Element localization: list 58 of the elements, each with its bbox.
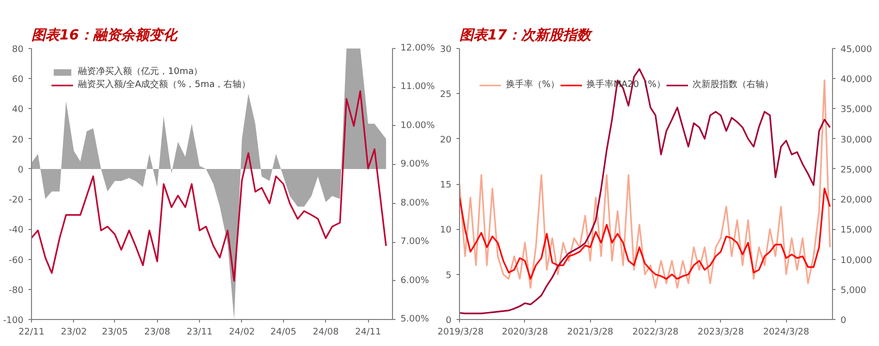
- x-tick-label: 2020/3/28: [502, 328, 548, 338]
- y-tick-label: 10: [440, 226, 452, 236]
- x-tick-label: 2024/3/28: [763, 328, 810, 338]
- x-tick-label: 2023/3/28: [698, 328, 744, 338]
- y-tick-label: 15: [440, 180, 452, 190]
- y2-tick-label: 12.00%: [400, 44, 436, 54]
- line-series: [460, 188, 831, 280]
- y2-tick-label: 40,000: [840, 75, 872, 86]
- y2-tick-label: 5,000: [840, 286, 867, 296]
- x-tick-label: 24/05: [270, 328, 296, 338]
- y-tick-label: 30: [440, 45, 452, 55]
- chart-title: 图表17：次新股指数: [460, 26, 593, 44]
- x-tick-label: 2022/3/28: [632, 328, 679, 338]
- x-tick-label: 24/02: [228, 328, 255, 338]
- y2-tick-label: 45,000: [840, 45, 872, 55]
- legend-label: 换手率（%）: [506, 78, 560, 91]
- y-tick-label: -60: [8, 256, 24, 266]
- y-tick-label: 25: [440, 90, 452, 100]
- y2-tick-label: 6.00%: [400, 276, 430, 286]
- y2-tick-label: 10,000: [840, 256, 872, 266]
- line-series: [32, 90, 387, 282]
- y-tick-label: 80: [12, 45, 24, 55]
- x-tick-label: 22/11: [18, 328, 44, 338]
- y2-tick-label: 30,000: [840, 135, 872, 146]
- y-tick-label: 20: [12, 135, 24, 146]
- y2-tick-label: 9.00%: [400, 160, 430, 170]
- y2-tick-label: 7.00%: [400, 237, 430, 248]
- chart-title: 图表16：融资余额变化: [32, 26, 179, 44]
- y2-tick-label: 10.00%: [400, 120, 436, 131]
- legend-label: 融资净买入额（亿元，10ma）: [78, 66, 203, 78]
- y2-tick-label: 5.00%: [400, 314, 430, 324]
- x-tick-label: 24/08: [312, 328, 339, 338]
- x-tick-label: 2021/3/28: [567, 328, 614, 338]
- y2-tick-label: 35,000: [840, 105, 872, 116]
- y2-tick-label: 8.00%: [400, 198, 430, 208]
- y-tick-label: -20: [8, 196, 24, 206]
- y-tick-label: -100: [3, 316, 24, 326]
- y-tick-label: 60: [12, 75, 24, 86]
- y2-tick-label: 20,000: [840, 196, 872, 206]
- y-tick-label: 20: [440, 135, 452, 146]
- x-tick-label: 23/08: [144, 328, 170, 338]
- x-tick-label: 24/11: [355, 328, 382, 338]
- x-tick-label: 23/11: [186, 328, 213, 338]
- y-tick-label: 0: [446, 316, 452, 326]
- x-tick-label: 23/05: [102, 328, 128, 338]
- y-tick-label: 40: [12, 105, 24, 116]
- y2-tick-label: 11.00%: [400, 82, 436, 92]
- y2-tick-label: 15,000: [840, 226, 872, 236]
- x-tick-label: 23/02: [60, 328, 87, 338]
- x-tick-label: 2019/3/28: [438, 328, 484, 338]
- y-tick-label: -80: [8, 286, 24, 296]
- y-tick-label: 0: [18, 165, 24, 176]
- y-tick-label: 5: [446, 270, 452, 281]
- y2-tick-label: 25,000: [840, 165, 872, 176]
- y-tick-label: -40: [8, 226, 24, 236]
- legend-label: 次新股指数（右轴）: [692, 78, 774, 91]
- legend-label: 融资买入额/全A成交额（%，5ma，右轴）: [78, 78, 251, 91]
- y2-tick-label: 0: [840, 316, 846, 326]
